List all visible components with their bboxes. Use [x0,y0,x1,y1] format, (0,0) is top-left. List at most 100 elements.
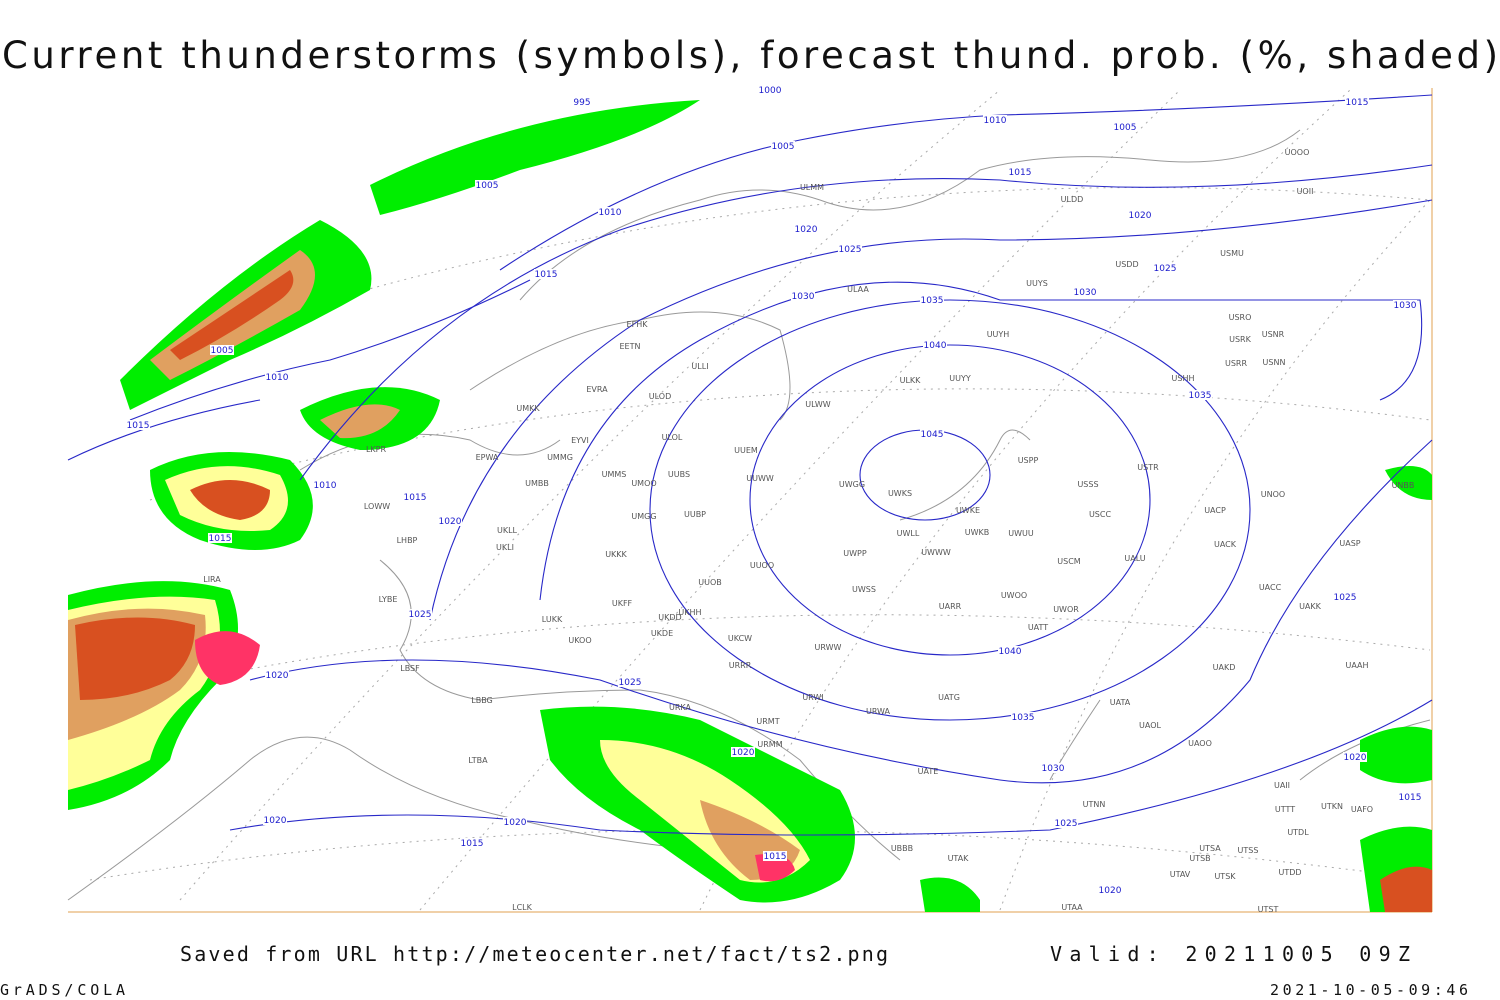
station-label: URWI [802,693,823,702]
station-label: UMGG [631,512,656,521]
station-labels: UOOO UOII ULMM ULDD USMU USDD ULAA UUYS USRO USNR… [203,148,1414,914]
station-label: UALU [1124,554,1145,563]
station-label: UTNN [1083,800,1106,809]
label-backdrop [1073,287,1097,297]
station-label: USHH [1172,374,1195,383]
station-label: UTAV [1170,870,1191,879]
isobar-label: 1030 [1394,301,1417,311]
isobar-label: 1025 [1055,819,1078,829]
isobar-label: 1025 [1154,264,1177,274]
source-url: Saved from URL http://meteocenter.net/fa… [180,942,888,966]
isobar-label: 1015 [1399,793,1422,803]
station-label: UTAA [1061,903,1083,912]
isobar-label: 1015 [127,421,150,431]
station-label: UBBB [891,844,913,853]
label-backdrop [313,480,337,490]
label-backdrop [1345,97,1369,107]
station-label: UWOR [1053,605,1079,614]
label-backdrop [1343,752,1367,762]
station-label: USCC [1089,510,1112,519]
station-label: ULKK [900,376,922,385]
isobar-label: 1015 [209,534,232,544]
station-label: UAOL [1139,721,1161,730]
station-label: USMU [1220,249,1244,258]
isobar-label: 1005 [1114,123,1137,133]
station-label: UKLI [496,543,514,552]
station-label: LKPR [366,445,387,454]
station-label: UKHH [678,608,701,617]
label-backdrop [503,817,527,827]
label-backdrop [1398,792,1422,802]
station-label: LBSF [400,664,420,673]
label-backdrop [263,815,287,825]
station-label: LYBE [379,595,398,604]
isobar-label: 1020 [795,225,818,235]
station-label: UTSA [1199,844,1221,853]
isobar-label: 1005 [772,142,795,152]
station-label: UATE [918,767,939,776]
label-backdrop [731,747,755,757]
label-backdrop [403,492,427,502]
label-backdrop [838,244,862,254]
station-label: EFHK [627,320,649,329]
station-label: UMOO [631,479,656,488]
label-backdrop [126,420,150,430]
isobar-label: 1030 [1074,288,1097,298]
station-label: UUBP [684,510,706,519]
station-label: UWPP [843,549,867,558]
label-backdrop [265,670,289,680]
label-backdrop [998,646,1022,656]
station-label: ULDD [1061,195,1084,204]
station-label: UTDD [1278,868,1301,877]
software: GrADS/COLA [0,981,125,999]
station-label: URMT [756,717,779,726]
label-backdrop [794,224,818,234]
isobar-label: 1020 [266,671,289,681]
label-backdrop [265,372,289,382]
label-backdrop [1393,300,1417,310]
label-backdrop [1008,167,1032,177]
station-label: UAKK [1299,602,1322,611]
isobar-label: 1020 [504,818,527,828]
coastlines [67,129,1431,901]
title: Current thunderstorms (symbols), forecas… [2,34,1498,77]
station-label: UUEM [734,446,758,455]
label-backdrop [1188,390,1212,400]
station-label: UUYY [949,374,971,383]
graticule [89,89,1431,911]
station-label: ULWW [805,400,830,409]
station-label: UNOO [1261,490,1285,499]
isobar-label: 1040 [924,341,947,351]
station-label: ULAA [847,285,869,294]
isobar-label: 1025 [839,245,862,255]
station-label: UKKK [605,550,627,559]
station-label: USPP [1018,456,1039,465]
label-backdrop [460,838,484,848]
label-backdrop [1011,712,1035,722]
station-label: UAKD [1213,663,1236,672]
isobar-label: 1025 [1334,593,1357,603]
station-label: UTKN [1321,802,1343,811]
station-label: ULMM [800,183,824,192]
station-label: UWSS [852,585,876,594]
station-label: UAII [1274,781,1290,790]
station-label: ULOL [662,433,683,442]
label-backdrop [408,609,432,619]
label-backdrop [758,85,782,95]
station-label: UUOO [750,561,774,570]
station-label: UKCW [728,634,752,643]
station-label: UASP [1339,539,1360,548]
isobar-label: 1045 [921,430,944,440]
station-label: LCLK [512,903,533,912]
timestamp: 2021-10-05-09:46 [1270,981,1468,999]
station-label: UACP [1204,506,1226,515]
isobar-label: 1015 [404,493,427,503]
isobar-label: 1005 [476,181,499,191]
label-backdrop [923,340,947,350]
isobar-label: 1030 [792,292,815,302]
label-backdrop [920,295,944,305]
label-backdrop [1098,885,1122,895]
station-label: UWUU [1008,529,1034,538]
station-label: UUWW [746,474,774,483]
